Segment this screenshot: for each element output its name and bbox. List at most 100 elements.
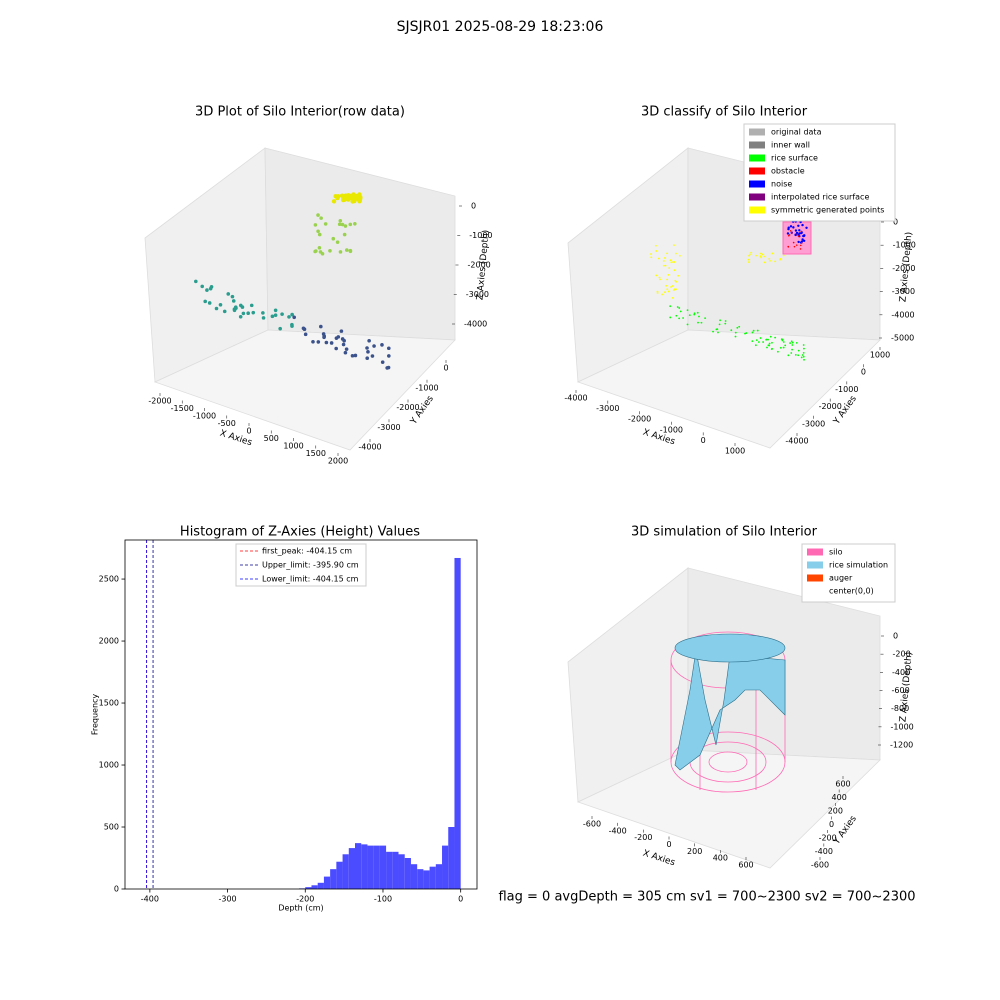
cloud-dot [793,245,796,248]
z-tick-label: -5000 [891,334,914,343]
cloud-dot [763,255,765,258]
cloud-dot [353,222,357,226]
x-tick-label: -1000 [660,425,683,434]
cloud-dot [387,354,391,358]
bar [361,844,368,889]
cloud-dot [203,299,208,304]
cloud-dot [301,326,306,331]
cloud-dot [693,312,696,315]
cloud-dot [755,254,757,257]
cloud-dot [231,299,236,303]
bar [373,845,380,889]
y-tick-label: 500 [104,823,119,832]
cloud-dot [791,232,793,234]
z-tick-label: -1000 [893,241,916,250]
cloud-dot [765,338,768,341]
y-tick-label: 1000 [99,761,119,770]
cloud-dot [261,316,266,320]
cloud-dot [280,312,284,316]
cloud-dot [669,316,672,319]
cloud-dot [688,314,691,317]
cloud-dot [370,354,375,358]
cloud-dot [659,278,661,281]
cloud-dot [759,337,762,339]
cloud-dot [787,354,790,357]
bar [379,845,387,889]
cloud-dot [343,224,348,228]
cloud-dot [668,267,671,269]
bar [317,882,324,889]
y-tick-label: -600 [811,861,829,870]
y-tick-label: -3000 [802,419,825,428]
cloud-dot [697,321,699,324]
cloud-dot [673,261,676,263]
cloud-dot [654,244,657,247]
cloud-dot [700,321,703,324]
cloud-dot [662,260,665,262]
legend-label: silo [829,548,843,557]
x-tick-label: 2000 [328,457,348,466]
cloud-dot [805,226,808,229]
cloud-dot [792,226,795,229]
legend-swatch [749,167,765,175]
x-tick-label: -2000 [148,397,171,406]
cloud-dot [290,322,294,327]
cloud-dot [329,341,334,345]
z-tick-label: 0 [893,632,898,641]
cloud-dot [797,224,800,228]
cloud-dot [667,290,670,293]
y-tick-label: -400 [815,847,833,856]
cloud-dot [797,235,800,237]
bar [330,869,337,889]
legend-label: interpolated rice surface [771,193,869,202]
cloud-dot [261,311,265,315]
cloud-dot [748,261,750,263]
cloud-dot [794,354,797,356]
cloud-dot [803,358,805,361]
legend-label: rice simulation [829,561,888,570]
bar [355,843,362,889]
y-tick-label: 2500 [99,575,119,584]
cloud-dot [751,331,754,334]
z-tick-label: 0 [471,202,476,211]
cloud-dot [774,336,777,339]
y-axis-label: Frequency [91,694,100,736]
cloud-dot [678,254,681,257]
cloud-dot [321,332,326,336]
z-tick-label: -4000 [891,310,914,319]
y-tick-label: -1000 [415,383,438,392]
cloud-dot [789,229,792,232]
cloud-dot [666,278,669,281]
y-tick-label: 0 [829,820,834,829]
z-tick-label: -2000 [892,264,915,273]
cloud-dot [246,311,250,316]
cloud-dot [214,306,219,311]
cloud-dot [317,232,322,237]
cloud-dot [768,258,771,260]
cloud-dot [770,348,773,350]
legend-swatch [749,128,765,136]
cloud-dot [234,306,238,310]
y-tick-label: 400 [832,793,847,802]
legend-label: original data [771,128,822,137]
cloud-dot [671,296,674,299]
cloud-dot [675,314,678,317]
cloud-dot [319,216,323,220]
y-tick-label: -2000 [396,403,419,412]
cloud-dot [316,340,321,344]
y-axis-label: Y Axies [831,814,859,847]
cloud-dot [803,234,806,237]
cloud-dot [341,194,346,200]
cloud-dot [372,344,376,348]
cloud-dot [666,288,669,291]
legend-swatch [749,193,765,201]
cloud-dot [342,232,347,237]
cloud-dot [676,306,679,308]
cloud-dot [338,250,343,254]
cloud-dot [380,360,385,364]
cloud-dot [664,264,667,267]
z-tick-label: -4000 [464,320,487,329]
x-tick-label: 1500 [306,449,326,458]
cloud-dot [800,230,803,233]
